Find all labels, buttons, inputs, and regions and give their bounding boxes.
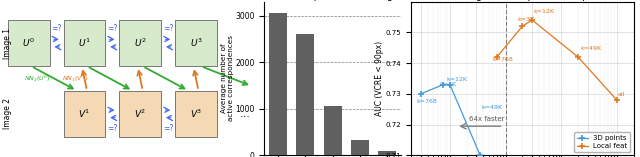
Bar — [296, 34, 314, 155]
Text: k=3K: k=3K — [517, 17, 534, 22]
FancyBboxPatch shape — [120, 91, 161, 137]
Bar — [269, 13, 287, 155]
Text: k=768: k=768 — [492, 57, 513, 62]
Text: $U^0$: $U^0$ — [22, 37, 35, 49]
Bar — [324, 106, 342, 155]
Text: =?: =? — [107, 24, 118, 33]
Text: $V^2$: $V^2$ — [134, 108, 147, 120]
Text: k=49K: k=49K — [580, 46, 602, 51]
Text: 64x faster: 64x faster — [468, 116, 504, 122]
Bar — [351, 140, 369, 155]
Text: k=49K: k=49K — [481, 105, 502, 110]
Text: k=12K: k=12K — [447, 77, 468, 82]
Text: $V^1$: $V^1$ — [78, 108, 91, 120]
Text: ...: ... — [240, 109, 251, 119]
Text: Image 2: Image 2 — [3, 98, 12, 129]
Title: Matching time vs. perf. on Mapfree: Matching time vs. perf. on Mapfree — [437, 0, 607, 1]
Text: =?: =? — [51, 24, 62, 33]
Text: =?: =? — [163, 24, 173, 33]
Text: $U^1$: $U^1$ — [78, 37, 91, 49]
Text: k=768: k=768 — [417, 98, 437, 103]
Title: Fast reciprocal matching: Fast reciprocal matching — [273, 0, 393, 1]
Text: $U^2$: $U^2$ — [134, 37, 147, 49]
FancyBboxPatch shape — [63, 20, 106, 66]
Text: k=12K: k=12K — [534, 9, 555, 14]
FancyBboxPatch shape — [175, 20, 217, 66]
Y-axis label: Average number of
active correspondences: Average number of active correspondences — [221, 35, 234, 122]
Bar — [378, 151, 396, 155]
Text: $NN_2(U^0)$: $NN_2(U^0)$ — [24, 73, 50, 84]
Text: =?: =? — [107, 124, 118, 133]
Legend: 3D points, Local feat: 3D points, Local feat — [575, 132, 630, 152]
FancyBboxPatch shape — [8, 20, 49, 66]
FancyBboxPatch shape — [120, 20, 161, 66]
Text: k=3K: k=3K — [440, 82, 457, 87]
Text: Image 1: Image 1 — [3, 28, 12, 59]
Text: all: all — [618, 92, 625, 97]
Text: =?: =? — [163, 124, 173, 133]
Text: $U^3$: $U^3$ — [189, 37, 202, 49]
FancyBboxPatch shape — [63, 91, 106, 137]
Y-axis label: AUC (VCRE < 90px): AUC (VCRE < 90px) — [375, 41, 384, 116]
Text: $NN_1(V^1)$: $NN_1(V^1)$ — [62, 73, 88, 84]
Text: $V^3$: $V^3$ — [190, 108, 202, 120]
FancyBboxPatch shape — [175, 91, 217, 137]
